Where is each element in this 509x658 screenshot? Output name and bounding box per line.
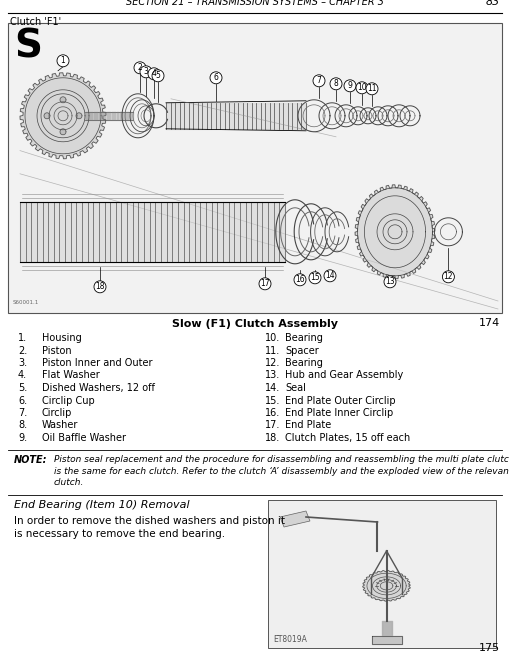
Text: 8.: 8. <box>18 420 27 430</box>
Text: 18: 18 <box>95 282 104 291</box>
Text: Hub and Gear Assembly: Hub and Gear Assembly <box>285 370 403 380</box>
Text: Piston: Piston <box>42 345 71 355</box>
Text: 2: 2 <box>137 63 142 72</box>
Text: 9: 9 <box>347 82 352 90</box>
Text: 16.: 16. <box>265 408 280 418</box>
Text: End Plate Inner Circlip: End Plate Inner Circlip <box>285 408 392 418</box>
Text: Bearing: Bearing <box>285 333 322 343</box>
Text: is necessary to remove the end bearing.: is necessary to remove the end bearing. <box>14 529 224 539</box>
Text: 1: 1 <box>61 57 65 65</box>
Text: 83: 83 <box>485 0 499 7</box>
Circle shape <box>94 281 106 293</box>
Text: clutch.: clutch. <box>54 478 84 487</box>
Text: 10.: 10. <box>265 333 280 343</box>
Text: S60001.1: S60001.1 <box>13 300 39 305</box>
Text: 18.: 18. <box>265 433 280 443</box>
Circle shape <box>140 66 152 78</box>
Text: 12: 12 <box>443 272 453 282</box>
Text: 4: 4 <box>151 69 156 78</box>
Circle shape <box>152 70 164 82</box>
Text: Bearing: Bearing <box>285 358 322 368</box>
Text: is the same for each clutch. Refer to the clutch ‘A’ disassembly and the explode: is the same for each clutch. Refer to th… <box>54 467 509 476</box>
Text: 8: 8 <box>333 80 337 88</box>
Text: Washer: Washer <box>42 420 78 430</box>
Text: Clutch Plates, 15 off each: Clutch Plates, 15 off each <box>285 433 409 443</box>
Text: 174: 174 <box>478 318 499 328</box>
Circle shape <box>293 274 305 286</box>
Circle shape <box>148 68 160 80</box>
Bar <box>8 23 501 313</box>
Circle shape <box>365 83 377 95</box>
Text: In order to remove the dished washers and piston it: In order to remove the dished washers an… <box>14 516 285 526</box>
Polygon shape <box>20 73 106 159</box>
Polygon shape <box>362 570 410 601</box>
Text: Spacer: Spacer <box>285 345 318 355</box>
Text: 15: 15 <box>309 273 319 282</box>
Polygon shape <box>60 97 66 103</box>
Text: 4.: 4. <box>18 370 27 380</box>
Text: S: S <box>14 27 42 65</box>
Text: 5: 5 <box>155 71 160 80</box>
Text: 14: 14 <box>325 271 334 280</box>
Circle shape <box>57 55 69 67</box>
Text: 10: 10 <box>356 84 366 92</box>
Text: Slow (F1) Clutch Assembly: Slow (F1) Clutch Assembly <box>172 319 337 329</box>
Circle shape <box>441 271 454 283</box>
Polygon shape <box>279 511 309 527</box>
Text: NOTE:: NOTE: <box>14 455 47 465</box>
Text: 9.: 9. <box>18 433 27 443</box>
Circle shape <box>308 272 320 284</box>
Text: 1.: 1. <box>18 333 27 343</box>
Circle shape <box>313 75 324 87</box>
Bar <box>267 500 495 648</box>
Text: 13.: 13. <box>265 370 280 380</box>
Text: Seal: Seal <box>285 383 305 393</box>
Text: 13: 13 <box>384 277 394 286</box>
Text: 16: 16 <box>295 275 304 284</box>
Text: Dished Washers, 12 off: Dished Washers, 12 off <box>42 383 155 393</box>
Text: Oil Baffle Washer: Oil Baffle Washer <box>42 433 126 443</box>
Text: Circlip Cup: Circlip Cup <box>42 395 95 405</box>
Circle shape <box>323 270 335 282</box>
Text: 7.: 7. <box>18 408 27 418</box>
Text: Housing: Housing <box>42 333 81 343</box>
Circle shape <box>344 80 355 92</box>
Text: Piston Inner and Outer: Piston Inner and Outer <box>42 358 152 368</box>
Text: 2.: 2. <box>18 345 27 355</box>
Circle shape <box>383 276 395 288</box>
Text: 6.: 6. <box>18 395 27 405</box>
Text: 7: 7 <box>316 76 321 86</box>
Circle shape <box>329 78 342 89</box>
Circle shape <box>259 278 270 290</box>
Text: SECTION 21 – TRANSMISSION SYSTEMS – CHAPTER 3: SECTION 21 – TRANSMISSION SYSTEMS – CHAP… <box>126 0 383 7</box>
Polygon shape <box>76 113 82 119</box>
Text: 14.: 14. <box>265 383 280 393</box>
Text: End Plate Outer Circlip: End Plate Outer Circlip <box>285 395 395 405</box>
Text: 11.: 11. <box>265 345 280 355</box>
Text: 6: 6 <box>213 73 218 82</box>
Circle shape <box>355 82 367 94</box>
Text: Piston seal replacement and the procedure for disassembling and reassembling the: Piston seal replacement and the procedur… <box>54 455 509 464</box>
Text: End Plate: End Plate <box>285 420 331 430</box>
Polygon shape <box>60 129 66 135</box>
Text: 15.: 15. <box>265 395 280 405</box>
Text: 5.: 5. <box>18 383 27 393</box>
Text: Flat Washer: Flat Washer <box>42 370 100 380</box>
Text: 175: 175 <box>478 643 499 653</box>
Text: 17.: 17. <box>265 420 280 430</box>
Text: 17: 17 <box>260 279 269 288</box>
Polygon shape <box>44 113 50 119</box>
Polygon shape <box>354 185 434 279</box>
Text: 3: 3 <box>143 67 148 76</box>
Text: ET8019A: ET8019A <box>272 635 306 644</box>
Text: Clutch 'F1': Clutch 'F1' <box>10 17 61 27</box>
Circle shape <box>210 72 221 84</box>
Text: End Bearing (Item 10) Removal: End Bearing (Item 10) Removal <box>14 500 189 510</box>
Text: 3.: 3. <box>18 358 27 368</box>
Text: Circlip: Circlip <box>42 408 72 418</box>
Text: 12.: 12. <box>265 358 280 368</box>
Text: 11: 11 <box>366 84 376 93</box>
Circle shape <box>134 62 146 74</box>
